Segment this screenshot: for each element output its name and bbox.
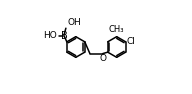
Text: B: B <box>61 31 67 41</box>
Text: OH: OH <box>67 18 81 27</box>
Text: Cl: Cl <box>126 37 135 46</box>
Text: CH₃: CH₃ <box>108 25 124 34</box>
Text: HO: HO <box>43 31 57 40</box>
Text: O: O <box>99 54 106 63</box>
